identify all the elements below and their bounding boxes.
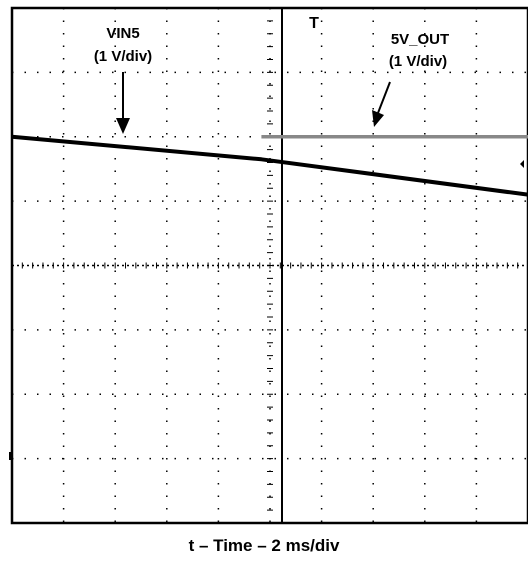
traces	[11, 134, 528, 197]
right-edge-marker	[520, 160, 524, 168]
5v-out-scale-label: (1 V/div)	[389, 53, 447, 70]
5v-out-arrow-head	[372, 110, 384, 127]
5v-out-arrow-line	[377, 81, 391, 114]
plot-grid	[12, 8, 528, 523]
vin5-trace	[11, 134, 528, 197]
vin5-scale-label: (1 V/div)	[94, 48, 152, 65]
trigger-marker: T	[309, 15, 319, 32]
vin5-arrow-head	[116, 118, 130, 134]
plot-frame	[10, 6, 528, 525]
left-edge-marker	[9, 452, 12, 460]
x-axis-label: t – Time – 2 ms/div	[188, 536, 340, 555]
5v-out-label: 5V_OUT	[391, 31, 449, 48]
vin5-label: VIN5	[106, 25, 139, 42]
